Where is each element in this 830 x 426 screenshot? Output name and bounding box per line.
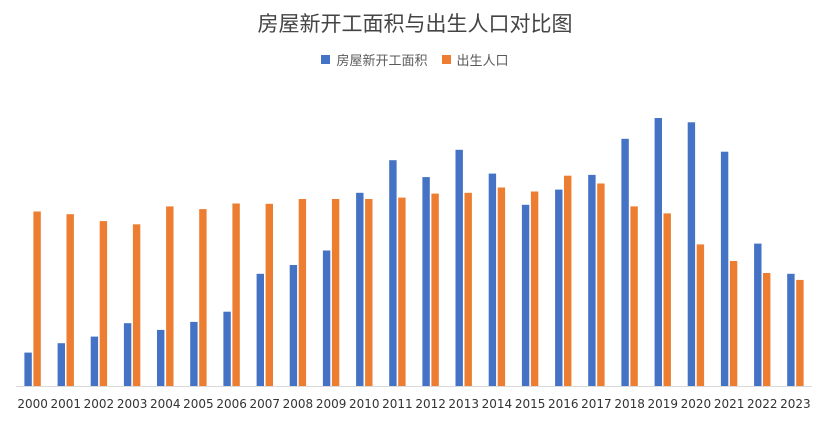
x-tick-label-2003: 2003	[117, 397, 148, 411]
bar-series-1-2019	[654, 118, 662, 386]
x-tick-label-2006: 2006	[216, 397, 247, 411]
legend-item-series-1: 房屋新开工面积	[321, 50, 428, 69]
legend-swatch-series-1	[321, 55, 331, 64]
legend-label-series-2: 出生人口	[456, 54, 509, 69]
bar-series-1-2003	[123, 323, 132, 386]
bar-series-2-2019	[663, 213, 671, 386]
bar-series-1-2000	[24, 352, 32, 386]
bar-series-1-2017	[588, 174, 596, 386]
x-tick-label-2004: 2004	[150, 397, 181, 411]
bar-series-2-2008	[298, 199, 307, 386]
legend-item-series-2: 出生人口	[441, 50, 509, 69]
x-tick-label-2015: 2015	[515, 397, 546, 411]
x-tick-label-2016: 2016	[548, 397, 579, 411]
bar-series-2-2002	[99, 221, 108, 386]
bar-series-1-2009	[322, 250, 331, 386]
x-tick-label-2017: 2017	[581, 397, 612, 411]
x-tick-label-2014: 2014	[482, 397, 513, 411]
bar-series-2-2013	[464, 192, 472, 386]
x-tick-label-2002: 2002	[84, 397, 115, 411]
bar-series-2-2023	[796, 279, 804, 386]
x-tick-label-2020: 2020	[681, 397, 712, 411]
bar-series-1-2013	[455, 149, 463, 386]
bar-series-2-2016	[564, 175, 572, 386]
bar-series-1-2012	[422, 177, 430, 386]
x-tick-label-2013: 2013	[448, 397, 479, 411]
bar-series-1-2014	[488, 173, 497, 386]
bar-series-1-2004	[157, 329, 165, 386]
bar-series-1-2021	[720, 151, 729, 386]
bar-series-1-2015	[521, 204, 530, 386]
x-tick-label-2000: 2000	[17, 397, 48, 411]
bar-series-2-2010	[365, 199, 373, 386]
bar-series-1-2020	[687, 122, 696, 387]
bar-series-2-2020	[696, 244, 705, 386]
bar-series-2-2001	[66, 214, 74, 386]
bar-series-1-2023	[787, 273, 795, 386]
bar-series-2-2017	[597, 183, 605, 386]
bar-series-2-2014	[497, 187, 506, 386]
bar-series-1-2022	[754, 243, 762, 386]
bar-series-2-2018	[630, 206, 638, 386]
x-tick-label-2012: 2012	[415, 397, 446, 411]
x-tick-label-2010: 2010	[349, 397, 380, 411]
bar-series-1-2011	[389, 160, 397, 386]
x-tick-label-2008: 2008	[283, 397, 314, 411]
bar-series-2-2004	[166, 206, 174, 386]
bar-series-2-2000	[33, 211, 41, 386]
chart-title: 房屋新开工面积与出生人口对比图	[257, 12, 573, 36]
x-tick-label-2023: 2023	[780, 397, 811, 411]
x-tick-label-2018: 2018	[614, 397, 645, 411]
x-tick-label-2007: 2007	[250, 397, 281, 411]
bar-series-1-2018	[621, 138, 629, 386]
legend: 房屋新开工面积 出生人口	[0, 50, 830, 69]
bar-series-2-2015	[530, 191, 539, 386]
bar-series-2-2021	[729, 261, 738, 386]
x-tick-label-2011: 2011	[382, 397, 413, 411]
bar-series-2-2012	[431, 193, 439, 386]
bar-series-1-2008	[289, 265, 298, 386]
bar-series-1-2010	[356, 192, 364, 386]
bar-series-2-2011	[398, 197, 406, 386]
bar-series-1-2007	[256, 273, 264, 386]
x-tick-label-2022: 2022	[747, 397, 778, 411]
x-tick-label-2019: 2019	[648, 397, 679, 411]
bar-series-1-2002	[90, 336, 99, 386]
bar-series-2-2009	[331, 199, 340, 386]
x-tick-label-2005: 2005	[183, 397, 214, 411]
bar-series-1-2016	[555, 189, 563, 386]
x-tick-label-2009: 2009	[316, 397, 347, 411]
bar-series-2-2022	[763, 273, 771, 386]
bar-series-2-2006	[232, 203, 240, 386]
x-tick-label-2021: 2021	[714, 397, 745, 411]
bar-series-2-2003	[132, 224, 141, 386]
legend-label-series-1: 房屋新开工面积	[336, 54, 428, 69]
legend-swatch-series-2	[441, 55, 451, 64]
bar-series-2-2007	[265, 203, 273, 386]
bar-series-1-2006	[223, 311, 231, 386]
x-tick-label-2001: 2001	[51, 397, 82, 411]
bar-series-1-2001	[57, 343, 65, 386]
bar-series-1-2005	[190, 321, 198, 386]
bar-series-2-2005	[199, 209, 207, 386]
